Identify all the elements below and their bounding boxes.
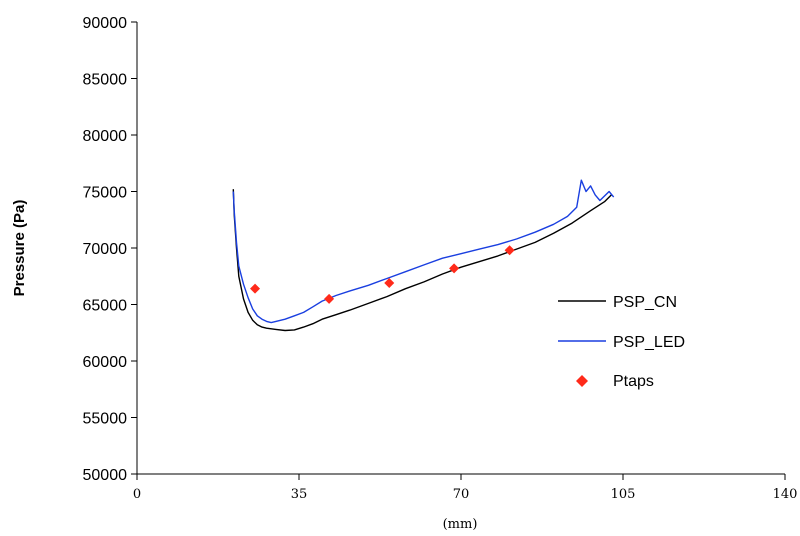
data-point-ptaps [384, 278, 395, 289]
legend-marker-ptaps [576, 375, 588, 387]
x-axis-label: (mm) [443, 517, 478, 532]
series-line-psp-cn [232, 189, 612, 332]
data-point-ptaps [250, 283, 261, 294]
y-tick-label: 90000 [83, 15, 128, 32]
legend-label-ptaps: Ptaps [613, 373, 654, 390]
plot-frame [136, 22, 785, 475]
y-tick-label: 60000 [83, 354, 128, 371]
x-tick-label: 35 [291, 487, 308, 502]
y-tick-label: 80000 [83, 128, 128, 145]
y-axis-ticks: 50000 55000 60000 65000 70000 75000 80000 85000… [83, 15, 137, 484]
y-tick-label: 70000 [83, 241, 128, 258]
series-line-psp-led [232, 179, 615, 324]
x-tick-label: 70 [453, 487, 470, 502]
legend-label-psp-cn: PSP_CN [613, 294, 677, 311]
x-tick-label: 140 [773, 487, 798, 502]
data-point-ptaps [449, 263, 460, 274]
y-tick-label: 55000 [83, 411, 128, 428]
y-axis-label: Pressure (Pa) [11, 200, 28, 297]
x-tick-label: 105 [611, 487, 636, 502]
x-tick-label: 0 [133, 487, 141, 502]
y-tick-label: 75000 [83, 185, 128, 202]
y-tick-label: 65000 [83, 298, 128, 315]
data-point-ptaps [504, 245, 515, 256]
series-layer [232, 179, 615, 332]
legend-label-psp-led: PSP_LED [613, 334, 685, 351]
data-point-ptaps [324, 293, 335, 304]
y-tick-label: 50000 [83, 467, 128, 484]
x-axis-ticks: 0 35 70 105 140 [133, 474, 798, 502]
y-tick-label: 85000 [83, 72, 128, 89]
legend: PSP_CN PSP_LED Ptaps [558, 294, 685, 390]
